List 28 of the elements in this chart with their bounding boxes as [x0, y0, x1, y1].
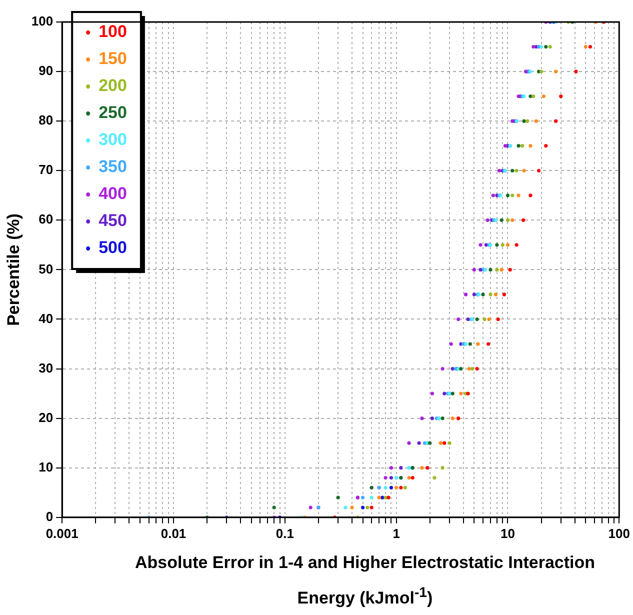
y-tick-label: 50 [38, 261, 54, 276]
y-tick-label: 30 [38, 360, 54, 376]
legend-label: 100 [98, 22, 127, 42]
y-tick-label: 0 [46, 508, 54, 524]
legend-label: 300 [98, 130, 127, 150]
legend-label: 400 [98, 184, 127, 204]
y-tick-label: 40 [38, 310, 54, 326]
y-tick-label: 90 [38, 63, 54, 78]
x-tick-label: 0.01 [160, 526, 186, 541]
y-tick-label: 70 [38, 162, 54, 178]
y-tick-label: 10 [38, 459, 54, 474]
x-tick-label: 0.001 [46, 526, 78, 541]
legend-label: 200 [98, 76, 127, 96]
legend-label: 250 [98, 103, 127, 122]
y-tick-label: 100 [31, 14, 54, 29]
x-tick-label: 0.1 [276, 526, 294, 541]
y-tick-label: 60 [38, 212, 54, 227]
x-tick-label: 1 [392, 526, 400, 541]
y-tick-label: 80 [38, 112, 54, 128]
y-axis-title: Percentile (%) [4, 213, 23, 326]
legend-label: 500 [98, 238, 127, 258]
x-tick-label: 100 [608, 526, 630, 541]
legend-label: 450 [98, 211, 127, 230]
legend-label: 150 [98, 49, 127, 68]
y-tick-label: 20 [38, 410, 54, 425]
x-tick-label: 10 [500, 526, 515, 541]
legend-label: 350 [98, 157, 127, 176]
x-axis-title: Absolute Error in 1-4 and Higher Electrostatic Interaction Energy (kJmol$^{-1}$) [134, 552, 596, 610]
